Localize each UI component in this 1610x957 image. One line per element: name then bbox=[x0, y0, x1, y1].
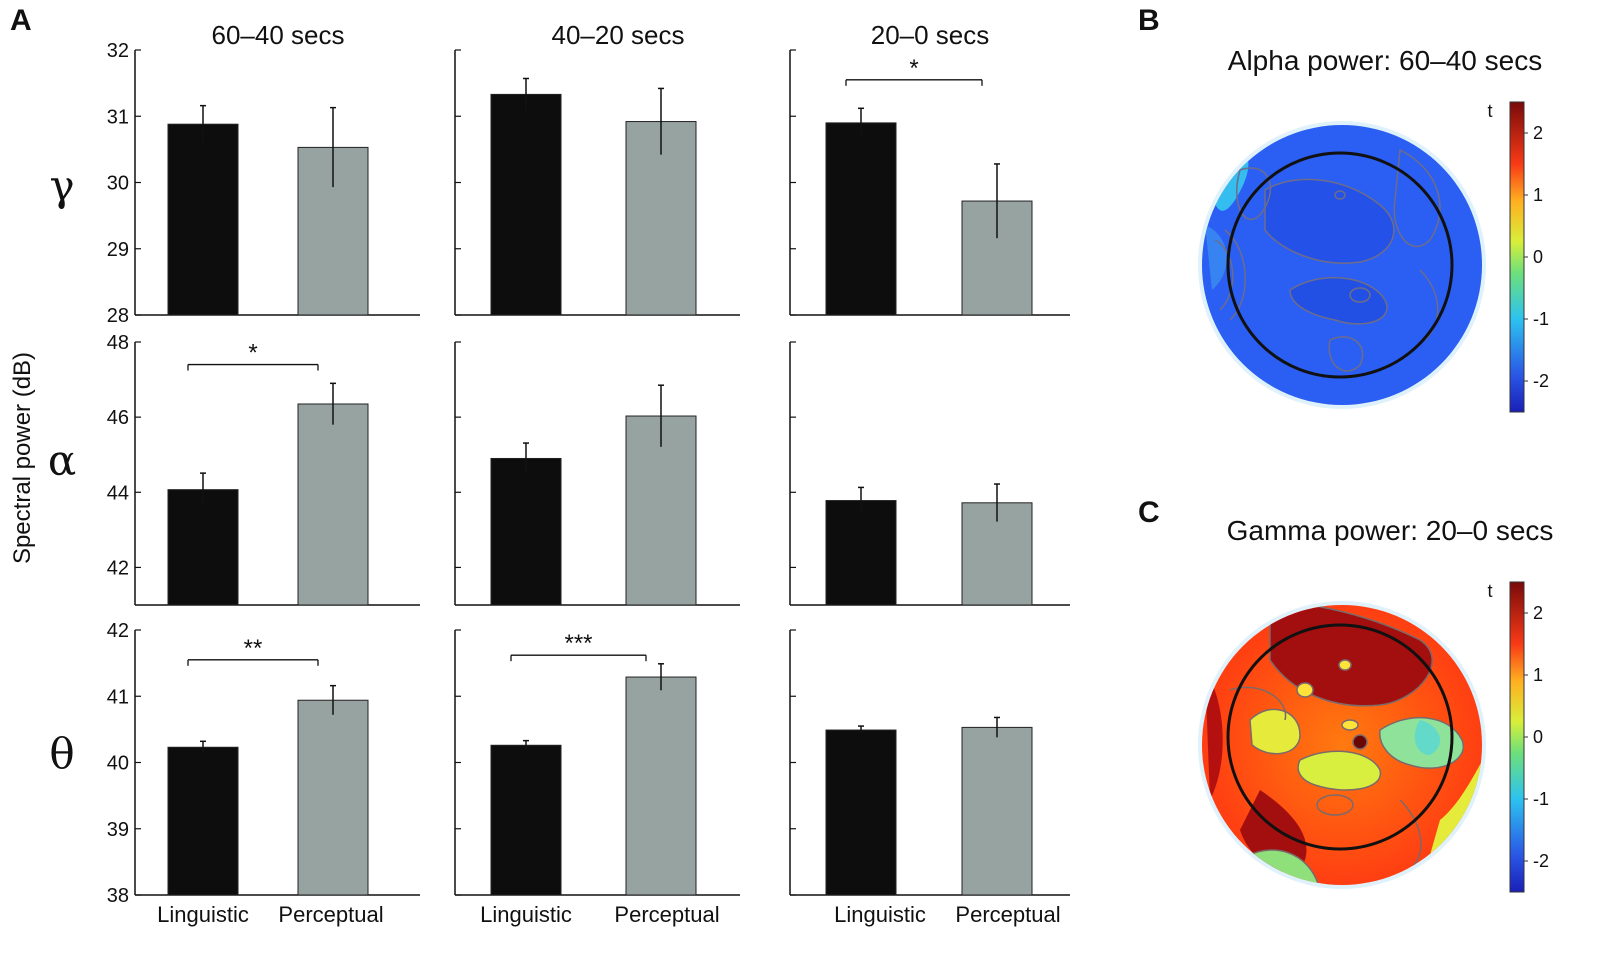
panel-1-ytick-label: 28 bbox=[107, 305, 129, 327]
topomap-gamma bbox=[1198, 601, 1486, 889]
panel-7-ytick-label: 42 bbox=[107, 620, 129, 642]
x-category-linguistic-col2: Linguistic bbox=[480, 902, 572, 927]
colorbar-label-gamma: t bbox=[1487, 581, 1492, 601]
colorbar-tick-label: -1 bbox=[1533, 309, 1549, 329]
panel-4-ytick-label: 48 bbox=[107, 332, 129, 354]
panel-7-ytick-label: 40 bbox=[107, 753, 129, 775]
colorbar-tick-label: 2 bbox=[1533, 123, 1543, 143]
topomap-alpha bbox=[1198, 121, 1486, 409]
panel-1-ytick-label: 31 bbox=[107, 106, 129, 128]
panel-6-bar-linguistic bbox=[825, 500, 897, 606]
x-category-linguistic-col1: Linguistic bbox=[157, 902, 249, 927]
colorbar-tick-label: 0 bbox=[1533, 247, 1543, 267]
panel-8-bar-linguistic bbox=[490, 744, 562, 896]
panel-4-ytick-label: 44 bbox=[107, 482, 129, 504]
x-category-perceptual-col2: Perceptual bbox=[614, 902, 719, 927]
colorbar-alpha: t 2 1 0 -1 -2 bbox=[1487, 101, 1549, 413]
panel-4-bar-linguistic bbox=[167, 489, 239, 606]
band-label-gamma: γ bbox=[49, 161, 74, 210]
panel-4-significance-label: * bbox=[248, 340, 257, 367]
panel-5-bar-linguistic bbox=[490, 457, 562, 606]
panel-1-bar-linguistic bbox=[167, 123, 239, 316]
panel-letter-a: A bbox=[10, 4, 32, 37]
panel-5-bar-perceptual bbox=[625, 415, 697, 606]
panel-7-bar-perceptual bbox=[297, 699, 369, 896]
colorbar-tick-label: 1 bbox=[1533, 185, 1543, 205]
panel-1-ytick-label: 29 bbox=[107, 239, 129, 261]
column-title-40-20: 40–20 secs bbox=[552, 20, 685, 50]
panel-4-ytick-label: 46 bbox=[107, 407, 129, 429]
y-axis-label: Spectral power (dB) bbox=[9, 352, 36, 564]
column-title-20-0: 20–0 secs bbox=[871, 20, 990, 50]
panel-8-bar-perceptual bbox=[625, 676, 697, 896]
colorbar-tick-label: 0 bbox=[1533, 727, 1543, 747]
panel-4-ytick-label: 42 bbox=[107, 557, 129, 579]
colorbar-tick-label: -2 bbox=[1533, 851, 1549, 871]
panel-2-bar-linguistic bbox=[490, 93, 562, 316]
panel-3-bar-linguistic bbox=[825, 122, 897, 316]
band-label-theta: θ bbox=[49, 729, 74, 778]
panel-9-bar-linguistic bbox=[825, 729, 897, 896]
panel-7-ytick-label: 38 bbox=[107, 885, 129, 907]
band-label-alpha: α bbox=[48, 436, 76, 485]
panel-8-significance-label: *** bbox=[564, 630, 592, 657]
x-category-perceptual-col3: Perceptual bbox=[955, 902, 1060, 927]
panel-4-bar-perceptual bbox=[297, 403, 369, 606]
topomap-title-alpha: Alpha power: 60–40 secs bbox=[1228, 45, 1542, 76]
panel-7-ytick-label: 41 bbox=[107, 686, 129, 708]
panel-7-significance-label: ** bbox=[244, 635, 263, 662]
panel-letter-b: B bbox=[1138, 4, 1160, 37]
column-title-60-40: 60–40 secs bbox=[212, 20, 345, 50]
panel-9-bar-perceptual bbox=[961, 726, 1033, 896]
x-category-perceptual-col1: Perceptual bbox=[278, 902, 383, 927]
colorbar-gamma: t 2 1 0 -1 -2 bbox=[1487, 581, 1549, 893]
colorbar-tick-label: -1 bbox=[1533, 789, 1549, 809]
panel-letter-c: C bbox=[1138, 496, 1160, 529]
colorbar-tick-label: -2 bbox=[1533, 371, 1549, 391]
panel-1-ytick-label: 32 bbox=[107, 40, 129, 62]
panel-7-ytick-label: 39 bbox=[107, 819, 129, 841]
topomap-title-gamma: Gamma power: 20–0 secs bbox=[1227, 515, 1554, 546]
x-category-linguistic-col3: Linguistic bbox=[834, 902, 926, 927]
panel-7-bar-linguistic bbox=[167, 746, 239, 896]
panel-6-bar-perceptual bbox=[961, 502, 1033, 606]
panel-3-significance-label: * bbox=[909, 55, 918, 82]
colorbar-label-alpha: t bbox=[1487, 101, 1492, 121]
colorbar-tick-label: 1 bbox=[1533, 665, 1543, 685]
panel-1-ytick-label: 30 bbox=[107, 173, 129, 195]
colorbar-tick-label: 2 bbox=[1533, 603, 1543, 623]
